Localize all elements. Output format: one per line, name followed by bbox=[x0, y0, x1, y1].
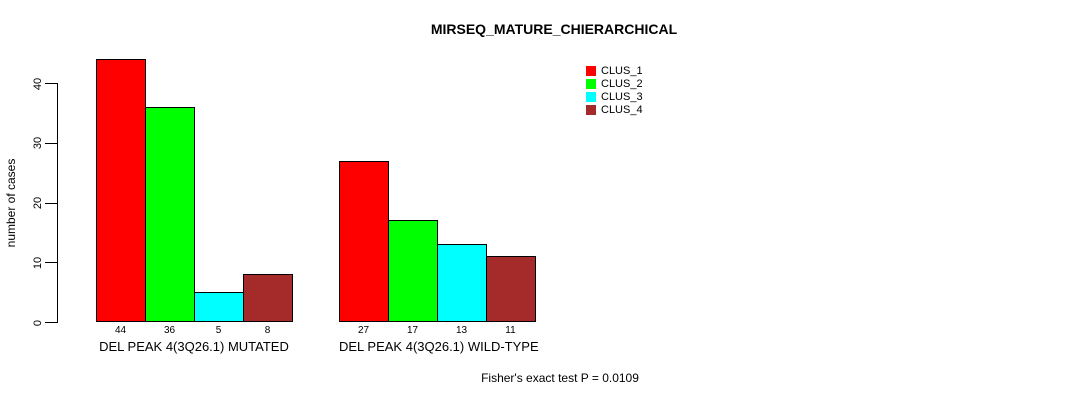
bar-clus_3-group1 bbox=[194, 292, 244, 322]
bar-value-label: 27 bbox=[357, 325, 370, 336]
y-tick-mark bbox=[45, 142, 57, 144]
bar-value-label: 11 bbox=[505, 325, 516, 336]
group-label: DEL PEAK 4(3Q26.1) MUTATED bbox=[99, 339, 289, 354]
y-tick-label: 30 bbox=[32, 137, 44, 150]
annotation-text: Fisher's exact test P = 0.0109 bbox=[481, 371, 639, 385]
y-tick-label: 20 bbox=[32, 196, 44, 210]
legend-swatch-clus_2 bbox=[586, 79, 596, 89]
y-tick-mark bbox=[45, 202, 57, 204]
bar-value-label: 5 bbox=[215, 325, 222, 336]
y-tick-mark bbox=[45, 83, 57, 84]
y-tick-mark bbox=[45, 322, 57, 323]
bar-value-label: 13 bbox=[455, 325, 468, 336]
y-tick-label: 0 bbox=[32, 319, 44, 326]
bar-clus_1-group2 bbox=[339, 160, 389, 322]
legend-label-clus_2: CLUS_2 bbox=[601, 78, 643, 90]
legend-swatch-clus_1 bbox=[586, 66, 596, 76]
y-tick-label: 10 bbox=[32, 256, 44, 269]
bar-value-label: 8 bbox=[264, 325, 271, 336]
bar-value-label: 36 bbox=[163, 325, 176, 336]
y-tick-label: 40 bbox=[32, 77, 44, 90]
bar-clus_2-group2 bbox=[388, 220, 438, 322]
legend-label-clus_1: CLUS_1 bbox=[601, 65, 643, 77]
bar-clus_3-group2 bbox=[437, 244, 487, 322]
chart-title: MIRSEQ_MATURE_CHIERARCHICAL bbox=[430, 21, 678, 37]
y-axis-label: number of cases bbox=[4, 158, 18, 248]
bar-value-label: 44 bbox=[114, 325, 127, 336]
bar-clus_4-group1 bbox=[243, 274, 293, 322]
group-label: DEL PEAK 4(3Q26.1) WILD-TYPE bbox=[339, 339, 539, 354]
bar-clus_2-group1 bbox=[145, 106, 195, 322]
legend-label-clus_3: CLUS_3 bbox=[601, 91, 643, 103]
bar-clus_1-group1 bbox=[96, 59, 146, 322]
y-tick-mark bbox=[45, 262, 57, 264]
bar-clus_4-group2 bbox=[486, 256, 536, 322]
legend-swatch-clus_3 bbox=[586, 92, 596, 102]
legend-label-clus_4: CLUS_4 bbox=[601, 104, 643, 116]
legend-swatch-clus_4 bbox=[586, 105, 596, 115]
y-axis-line bbox=[57, 83, 58, 323]
bar-value-label: 17 bbox=[406, 325, 419, 336]
